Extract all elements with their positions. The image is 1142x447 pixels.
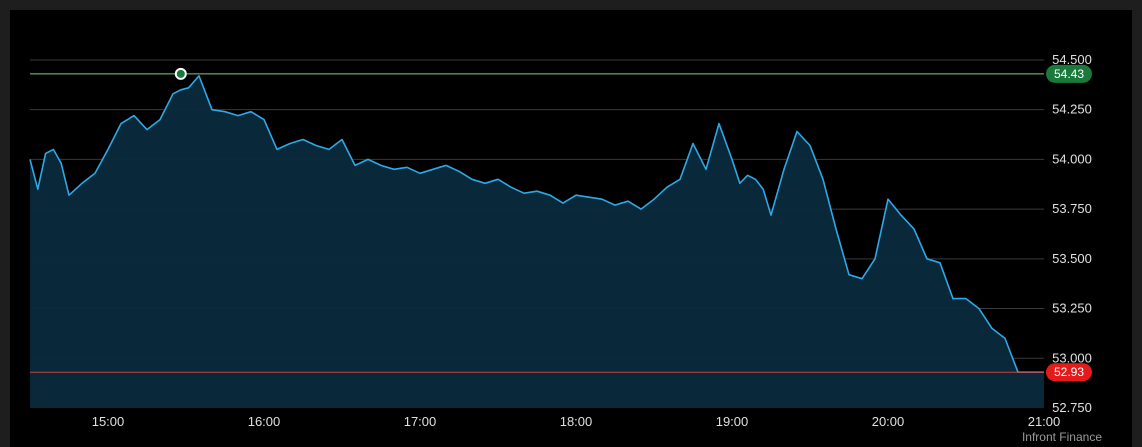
low-badge-bg <box>1046 363 1092 382</box>
high-marker <box>174 67 187 80</box>
y-tick-label: 54.500 <box>1052 52 1092 67</box>
y-tick-label: 53.000 <box>1052 350 1092 365</box>
price-chart: 54.500 54.250 54.000 53.750 53.500 53.250 53.0… <box>29 52 1092 429</box>
price-area <box>30 75 1044 409</box>
x-tick-label: 16:00 <box>248 414 281 429</box>
x-tick-label: 21:00 <box>1028 414 1061 429</box>
y-tick-label: 53.500 <box>1052 251 1092 266</box>
chart-frame: 54.500 54.250 54.000 53.750 53.500 53.250 53.0… <box>10 10 1132 447</box>
price-line <box>29 75 1044 373</box>
x-tick-label: 20:00 <box>872 414 905 429</box>
x-tick-label: 15:00 <box>92 414 125 429</box>
high-badge-bg <box>1046 64 1092 83</box>
high-badge-label: 54.43 <box>1054 67 1084 81</box>
y-tick-label: 54.000 <box>1052 151 1092 166</box>
x-tick-label: 18:00 <box>560 414 593 429</box>
x-tick-label: 17:00 <box>404 414 437 429</box>
y-tick-label: 53.250 <box>1052 301 1092 316</box>
source-credit: Infront Finance <box>1021 430 1102 444</box>
y-tick-label: 52.750 <box>1052 400 1092 415</box>
y-tick-label: 54.250 <box>1052 102 1092 117</box>
x-tick-label: 19:00 <box>716 414 749 429</box>
low-badge-label: 52.93 <box>1054 365 1084 379</box>
y-tick-label: 53.750 <box>1052 201 1092 216</box>
